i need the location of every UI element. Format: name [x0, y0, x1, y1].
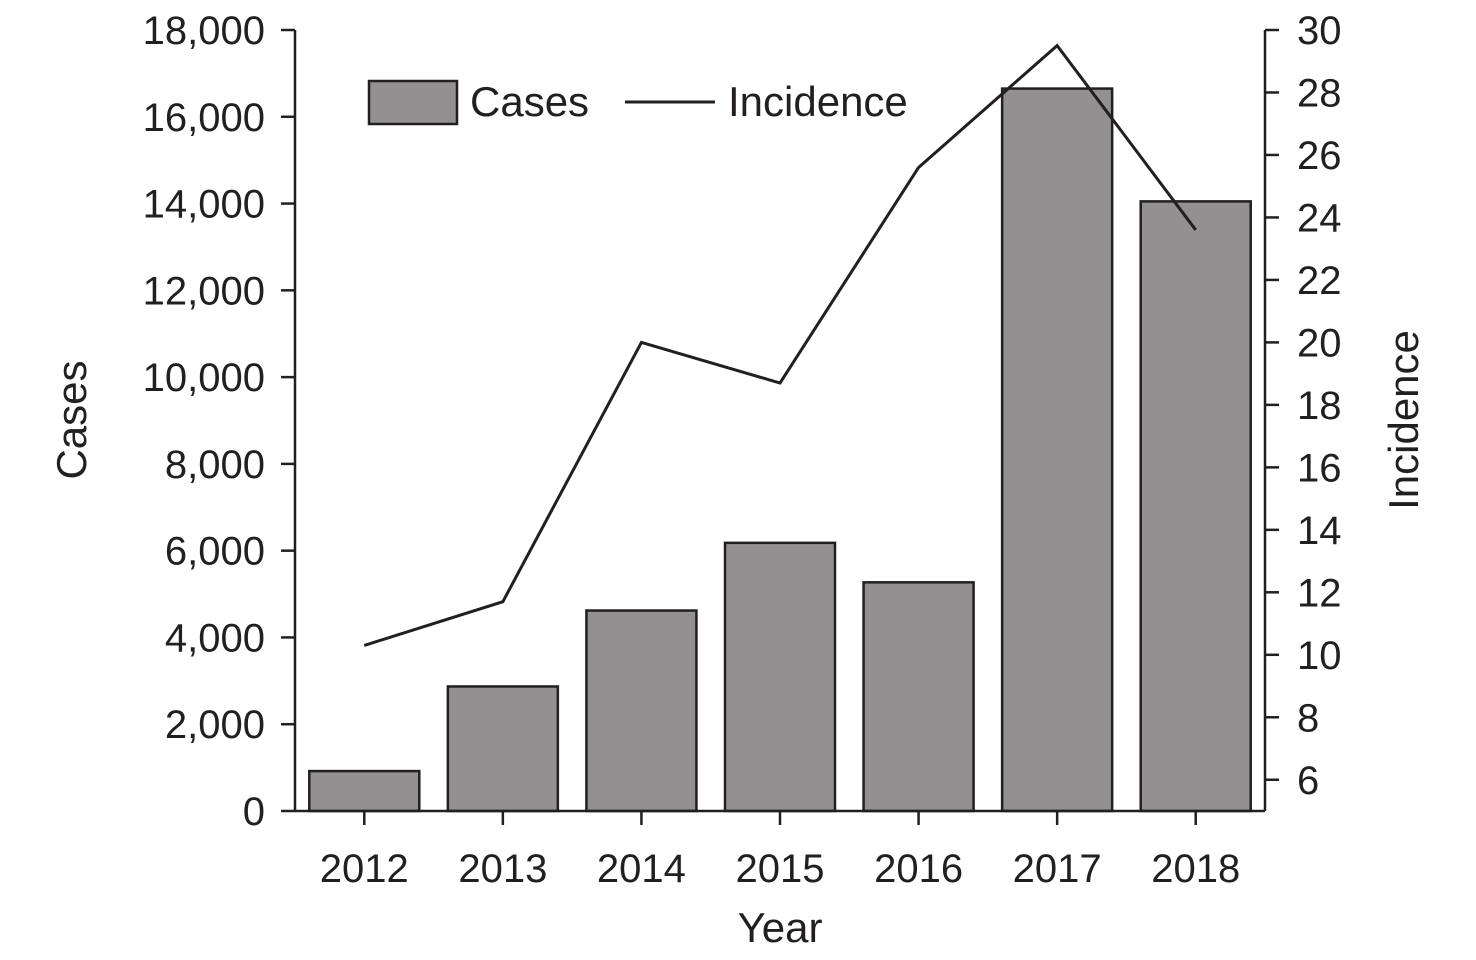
left-tick-label: 10,000 — [143, 356, 265, 400]
bar-cases-2017 — [1000, 87, 1114, 813]
left-tick-label: 18,000 — [143, 9, 265, 53]
right-tick-label: 8 — [1297, 696, 1319, 740]
right-tick-label: 6 — [1297, 759, 1319, 803]
bar-cases-2018 — [1139, 200, 1252, 813]
left-tick-label: 16,000 — [143, 96, 265, 140]
legend: Cases Incidence — [367, 78, 908, 126]
plot-area — [308, 43, 1252, 813]
bar-cases-2012 — [308, 769, 421, 813]
left-tick-label: 2,000 — [165, 703, 265, 747]
legend-swatch-cases — [367, 79, 459, 126]
right-tick-label: 26 — [1297, 134, 1342, 178]
right-tick-label: 28 — [1297, 71, 1342, 115]
right-tick-label: 18 — [1297, 384, 1342, 428]
right-tick-label: 20 — [1297, 321, 1342, 365]
bar-cases-2014 — [585, 609, 698, 813]
right-tick-label: 24 — [1297, 196, 1342, 240]
legend-label-incidence: Incidence — [728, 78, 908, 125]
x-tick-label: 2017 — [1013, 847, 1102, 891]
x-tick-label: 2013 — [458, 847, 547, 891]
left-tick-label: 0 — [243, 790, 265, 834]
legend-label-cases: Cases — [470, 78, 589, 125]
x-tick-label: 2015 — [736, 847, 825, 891]
ticks: 0 2,000 4,000 6,000 8,000 10,000 12,000 14,000 1… — [143, 9, 1342, 891]
x-tick-label: 2012 — [320, 847, 409, 891]
x-tick-label: 2016 — [874, 847, 963, 891]
left-tick-label: 6,000 — [165, 530, 265, 574]
bar-cases-2015 — [723, 541, 837, 813]
left-tick-label: 12,000 — [143, 269, 265, 313]
left-tick-label: 4,000 — [165, 616, 265, 660]
right-tick-label: 16 — [1297, 446, 1342, 490]
bar-cases-2013 — [446, 685, 560, 813]
bar-cases-2016 — [862, 581, 975, 813]
left-tick-label: 14,000 — [143, 183, 265, 227]
right-tick-label: 14 — [1297, 509, 1342, 553]
right-tick-label: 10 — [1297, 634, 1342, 678]
x-tick-label: 2014 — [597, 847, 686, 891]
right-tick-label: 22 — [1297, 259, 1342, 303]
right-y-axis-title: Incidence — [1380, 330, 1427, 510]
right-tick-label: 30 — [1297, 9, 1342, 53]
right-tick-label: 12 — [1297, 571, 1342, 615]
left-tick-label: 8,000 — [165, 443, 265, 487]
x-axis-title: Year — [738, 904, 823, 951]
left-y-axis-title: Cases — [48, 360, 95, 479]
x-tick-label: 2018 — [1151, 847, 1240, 891]
